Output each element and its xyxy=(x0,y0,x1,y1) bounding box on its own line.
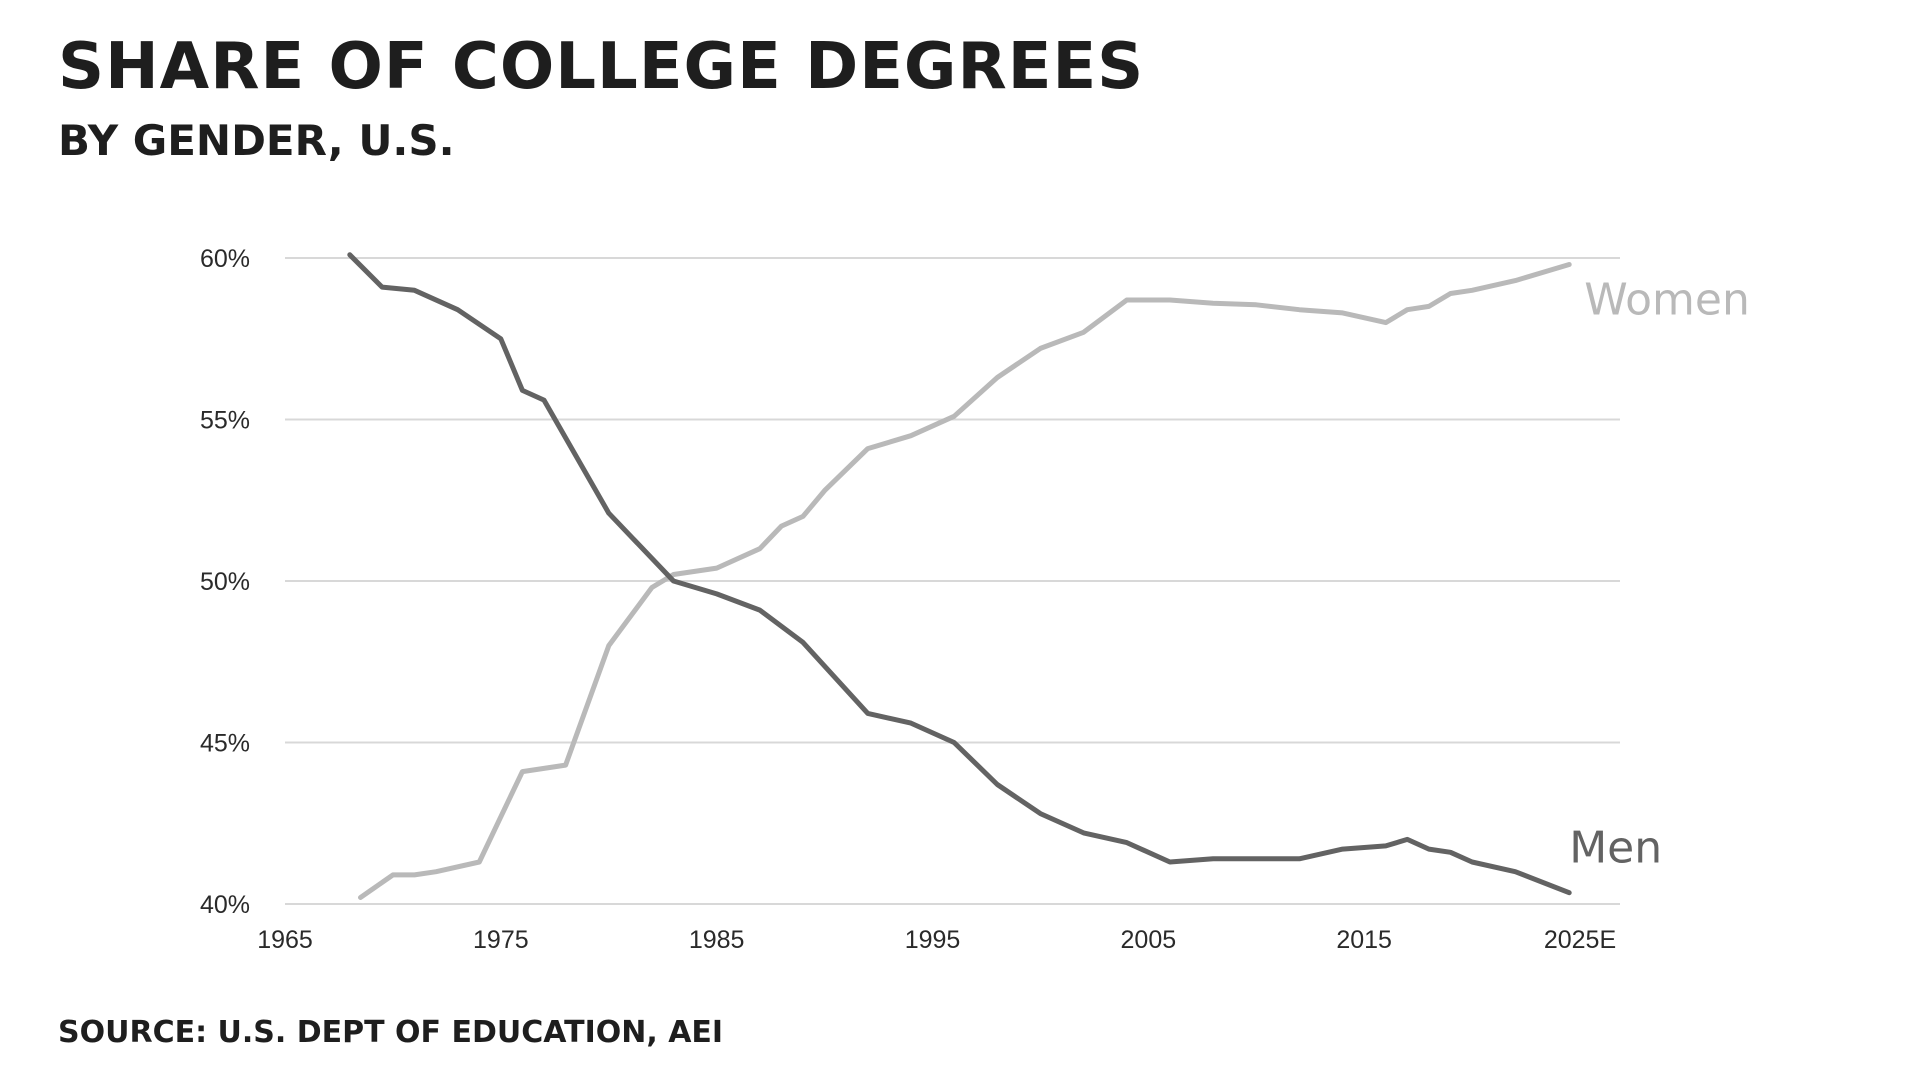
x-tick-label: 2025E xyxy=(1544,926,1616,954)
x-tick-label: 2015 xyxy=(1336,926,1392,954)
x-tick-label: 1995 xyxy=(905,926,961,954)
x-tick-label: 2005 xyxy=(1121,926,1177,954)
y-tick-label: 40% xyxy=(200,891,250,919)
line-chart: 60% 55% 50% 45% 40% 1965 1975 1985 1995 2005 2015… xyxy=(200,245,1750,954)
x-tick-label: 1965 xyxy=(257,926,313,954)
series-label-men: Men xyxy=(1569,823,1662,874)
chart-title: SHARE OF COLLEGE DEGREES xyxy=(58,30,1145,104)
series-labels: Women Men xyxy=(1569,274,1750,873)
series-line-men xyxy=(347,252,1572,896)
y-tick-label: 60% xyxy=(200,245,250,273)
x-axis-ticks: 1965 1975 1985 1995 2005 2015 2025E xyxy=(257,926,1616,954)
x-tick-label: 1985 xyxy=(689,926,745,954)
y-tick-label: 55% xyxy=(200,407,250,435)
series-lines xyxy=(347,252,1572,900)
series-line-women xyxy=(358,262,1572,900)
chart-subtitle: BY GENDER, U.S. xyxy=(58,116,455,165)
y-tick-label: 50% xyxy=(200,568,250,596)
x-tick-label: 1975 xyxy=(473,926,529,954)
source-note: SOURCE: U.S. DEPT OF EDUCATION, AEI xyxy=(58,1015,724,1050)
series-label-women: Women xyxy=(1584,274,1750,325)
y-tick-label: 45% xyxy=(200,730,250,758)
y-axis-ticks: 60% 55% 50% 45% 40% xyxy=(200,245,250,919)
gridlines xyxy=(285,257,1620,905)
